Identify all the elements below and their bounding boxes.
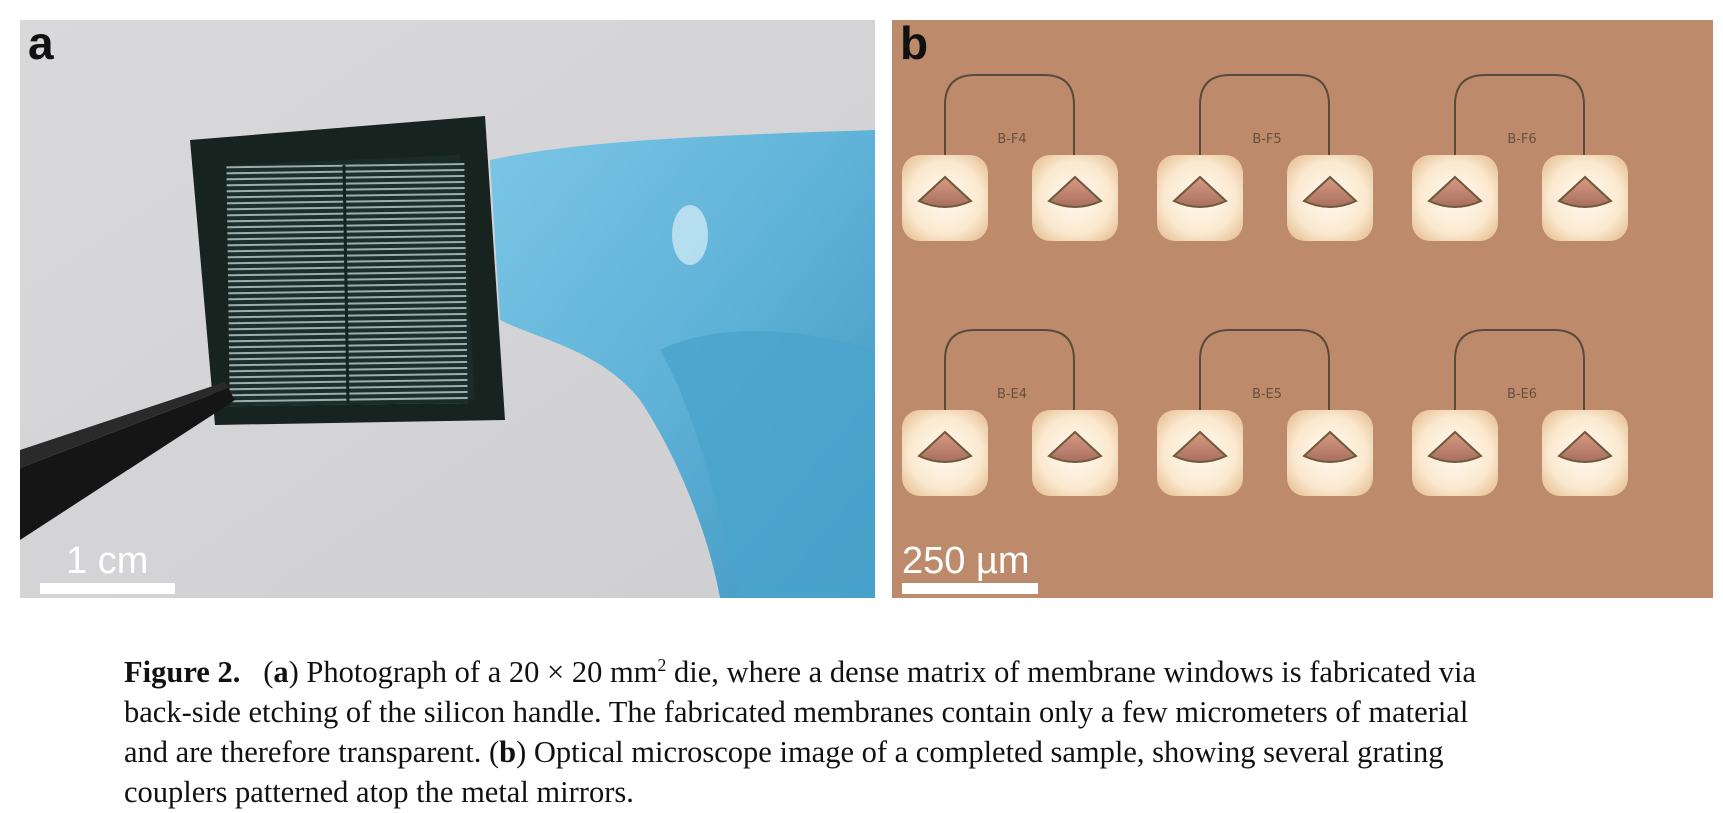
panel-b-letter: b bbox=[900, 20, 929, 69]
scale-bar-a bbox=[40, 583, 175, 594]
device-label: B-F5 bbox=[1252, 132, 1281, 147]
scale-label-b: 250 µm bbox=[902, 540, 1030, 582]
device-b-f5: B-F5 bbox=[1199, 74, 1330, 195]
device-label: B-F4 bbox=[997, 132, 1026, 147]
figure-caption: Figure 2. (a) Photograph of a 20 × 20 mm… bbox=[124, 645, 1684, 812]
waveguide-loop bbox=[1199, 329, 1330, 450]
grating-coupler-pad bbox=[902, 410, 988, 496]
grating-coupler-pad bbox=[1287, 155, 1373, 241]
part-a-letter: a bbox=[273, 655, 289, 690]
caption-line1-tail: die, where a dense matrix of membrane wi… bbox=[666, 655, 1477, 690]
grating-coupler-pad bbox=[1412, 410, 1498, 496]
waveguide-loop bbox=[1199, 74, 1330, 195]
caption-line-1: Figure 2. (a) Photograph of a 20 × 20 mm… bbox=[124, 645, 1684, 692]
panel-a-photograph: a 1 cm bbox=[20, 20, 875, 598]
grating-coupler-pad bbox=[902, 155, 988, 241]
device-label: B-E5 bbox=[1252, 387, 1282, 402]
grating-coupler-pad bbox=[1032, 410, 1118, 496]
waveguide-loop bbox=[1454, 329, 1585, 450]
grating-coupler-pad bbox=[1032, 155, 1118, 241]
grating-coupler-pad bbox=[1157, 155, 1243, 241]
membrane-matrix bbox=[226, 162, 468, 407]
grating-coupler-pad bbox=[1157, 410, 1243, 496]
device-label: B-E4 bbox=[997, 387, 1027, 402]
caption-line1-rest: ) Photograph of a 20 × 20 mm bbox=[288, 655, 658, 690]
part-b-letter: b bbox=[499, 735, 517, 770]
die-photo bbox=[20, 20, 875, 598]
grating-coupler-pad bbox=[1542, 410, 1628, 496]
microscope-image: B-F4 B-F5 B-F6 B-E4 B-E5 B-E6 bbox=[892, 20, 1713, 598]
grating-coupler-pad bbox=[1542, 155, 1628, 241]
device-b-e4: B-E4 bbox=[944, 329, 1075, 450]
grating-coupler-pad bbox=[1287, 410, 1373, 496]
device-label: B-F6 bbox=[1507, 132, 1536, 147]
caption-line3-pre: and are therefore transparent. ( bbox=[124, 735, 500, 770]
device-label: B-E6 bbox=[1507, 387, 1537, 402]
scale-label-a: 1 cm bbox=[66, 540, 149, 582]
device-b-f4: B-F4 bbox=[944, 74, 1075, 195]
caption-line-2: back-side etching of the silicon handle.… bbox=[124, 695, 1469, 730]
scale-bar-b bbox=[902, 583, 1038, 594]
figure-label: Figure 2. bbox=[124, 655, 241, 690]
panel-b-microscope: B-F4 B-F5 B-F6 B-E4 B-E5 B-E6 b 250 µm bbox=[892, 20, 1713, 598]
waveguide-loop bbox=[944, 329, 1075, 450]
grating-coupler-pad bbox=[1412, 155, 1498, 241]
waveguide-loop bbox=[1454, 74, 1585, 195]
superscript: 2 bbox=[657, 655, 667, 675]
caption-line3-post: ) Optical microscope image of a complete… bbox=[516, 735, 1444, 770]
panel-a-letter: a bbox=[28, 20, 54, 69]
caption-line-4: couplers patterned atop the metal mirror… bbox=[124, 775, 634, 810]
paren-a: ( bbox=[263, 655, 274, 690]
waveguide-loop bbox=[944, 74, 1075, 195]
caption-line-3: and are therefore transparent. (b) Optic… bbox=[124, 732, 1684, 772]
device-b-e5: B-E5 bbox=[1199, 329, 1330, 450]
device-b-f6: B-F6 bbox=[1454, 74, 1585, 195]
device-b-e6: B-E6 bbox=[1454, 329, 1585, 450]
